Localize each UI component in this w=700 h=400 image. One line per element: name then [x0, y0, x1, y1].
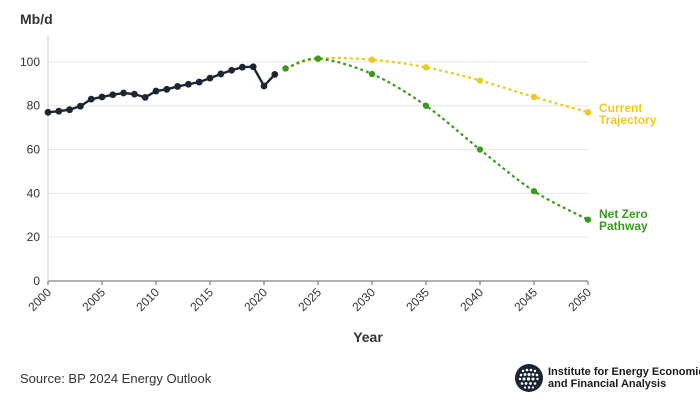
- logo-line-1: Institute for Energy Economics: [548, 366, 700, 378]
- series-2-line: [285, 57, 589, 221]
- y-tick-label-80: 80: [27, 99, 41, 113]
- series-0-point-2005: [98, 93, 106, 101]
- series-markers: [44, 55, 592, 223]
- series-0-point-2012: [174, 83, 182, 90]
- series-2-point-2025: [314, 55, 322, 62]
- x-tick-label-2030: 2030: [349, 285, 378, 314]
- y-tick-label-0: 0: [33, 274, 40, 288]
- series-0-line: [47, 65, 276, 114]
- series-0-point-2011: [163, 85, 171, 93]
- series-0-point-2003: [77, 102, 84, 110]
- y-tick-label-40: 40: [27, 186, 41, 200]
- series-label-0-line-0: Current: [599, 101, 642, 115]
- series-0-point-2014: [195, 78, 203, 86]
- logo-line-2: and Financial Analysis: [548, 378, 667, 390]
- series-2-point-2022: [282, 65, 289, 72]
- series-0-point-2021: [271, 70, 279, 78]
- series-2-point-2040: [476, 146, 484, 153]
- series-1-point-2030: [368, 56, 376, 63]
- series-0-point-2010: [152, 87, 160, 95]
- x-tick-label-2035: 2035: [403, 285, 432, 314]
- series-0-point-2016: [217, 70, 225, 78]
- series-2-point-2045: [530, 187, 538, 195]
- series-0-point-2019: [249, 63, 257, 71]
- y-tick-label-60: 60: [27, 143, 41, 157]
- series-1-point-2040: [476, 77, 484, 84]
- series-lines: [47, 56, 589, 221]
- series-label-1-line-1: Pathway: [599, 219, 648, 233]
- y-tick-label-20: 20: [27, 230, 41, 244]
- x-tick-label-2040: 2040: [457, 285, 486, 314]
- series-2-point-2030: [368, 70, 376, 78]
- x-tick-label-2015: 2015: [187, 285, 216, 314]
- series-1-line: [285, 56, 589, 114]
- x-tick-label-2025: 2025: [295, 285, 324, 314]
- x-tick-label-2045: 2045: [511, 285, 540, 314]
- series-0-point-2009: [141, 94, 149, 101]
- series-0-point-2008: [131, 90, 138, 98]
- series-1-point-2045: [530, 93, 538, 101]
- x-tick-label-2000: 2000: [25, 285, 54, 314]
- logo-text: Institute for Energy Economics and Finan…: [548, 366, 700, 390]
- series-label-1-line-0: Net Zero: [599, 207, 648, 221]
- grid-lines: [48, 61, 588, 238]
- globe-icon: [515, 364, 543, 392]
- x-axis-title: Year: [353, 329, 383, 345]
- series-0-point-2001: [55, 107, 63, 115]
- series-2-point-2035: [422, 102, 430, 109]
- x-tick-label-2010: 2010: [133, 285, 162, 314]
- series-0-point-2002: [66, 106, 73, 114]
- series-label-0-line-1: Trajectory: [599, 113, 657, 127]
- series-0-point-2007: [120, 89, 127, 97]
- x-tick-label-2050: 2050: [565, 285, 594, 314]
- series-1-point-2050: [584, 109, 592, 116]
- series-0-point-2006: [109, 91, 117, 99]
- x-tick-label-2020: 2020: [241, 285, 270, 314]
- source-note: Source: BP 2024 Energy Outlook: [20, 371, 212, 386]
- series-0-point-2017: [228, 66, 236, 74]
- y-axis-title: Mb/d: [20, 11, 53, 27]
- series-1-point-2035: [422, 64, 430, 71]
- series-0-point-2013: [185, 80, 192, 88]
- series-0-point-2018: [239, 63, 246, 71]
- series-0-point-2004: [87, 95, 95, 103]
- x-tick-label-2005: 2005: [79, 285, 108, 314]
- ieefa-logo: Institute for Energy Economics and Finan…: [514, 361, 700, 395]
- y-tick-label-100: 100: [20, 55, 40, 69]
- series-0-point-2020: [260, 82, 268, 90]
- series-0-point-2015: [206, 74, 214, 82]
- series-0-point-2000: [44, 108, 52, 116]
- series-2-point-2050: [584, 216, 592, 223]
